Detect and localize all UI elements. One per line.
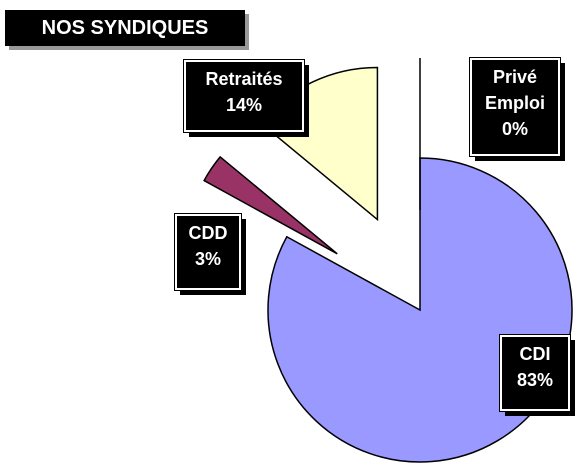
value-label: 3% — [194, 249, 221, 269]
category-label: CDD — [188, 223, 228, 243]
slice-label: Privé Emploi 0% — [469, 57, 561, 157]
value-label: 14% — [225, 95, 263, 115]
slice-label: CDI 83% — [499, 334, 571, 412]
pie-slice — [267, 157, 573, 463]
pie-slice — [203, 155, 338, 255]
category-label: Privé Emploi — [484, 67, 545, 113]
category-label: CDI — [519, 344, 551, 364]
slice-label: CDD 3% — [174, 213, 242, 291]
slice-label: Retraités 14% — [183, 59, 305, 133]
chart-title: NOS SYNDIQUES — [5, 10, 245, 46]
category-label: Retraités — [205, 69, 283, 89]
value-label: 83% — [516, 370, 554, 390]
value-label: 0% — [501, 119, 528, 139]
